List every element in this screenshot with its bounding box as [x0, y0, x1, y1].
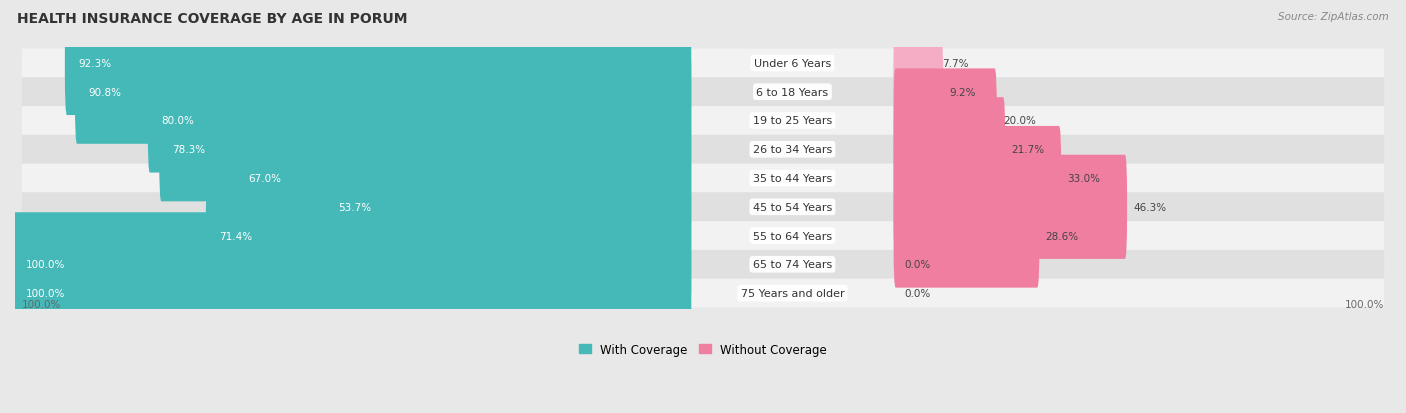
Text: 26 to 34 Years: 26 to 34 Years [752, 145, 832, 155]
FancyBboxPatch shape [13, 213, 692, 317]
Text: 100.0%: 100.0% [25, 288, 66, 298]
FancyBboxPatch shape [235, 127, 692, 230]
Text: 35 to 44 Years: 35 to 44 Years [752, 173, 832, 184]
FancyBboxPatch shape [205, 184, 692, 288]
FancyBboxPatch shape [22, 78, 1384, 107]
FancyBboxPatch shape [894, 127, 1062, 230]
FancyBboxPatch shape [22, 164, 1384, 193]
Text: 0.0%: 0.0% [904, 288, 931, 298]
Text: 19 to 25 Years: 19 to 25 Years [752, 116, 832, 126]
Text: 67.0%: 67.0% [249, 173, 281, 184]
FancyBboxPatch shape [325, 155, 692, 259]
FancyBboxPatch shape [22, 222, 1384, 250]
Text: HEALTH INSURANCE COVERAGE BY AGE IN PORUM: HEALTH INSURANCE COVERAGE BY AGE IN PORU… [17, 12, 408, 26]
Text: 71.4%: 71.4% [219, 231, 252, 241]
Text: 78.3%: 78.3% [173, 145, 205, 155]
FancyBboxPatch shape [65, 12, 692, 116]
Text: 53.7%: 53.7% [339, 202, 371, 212]
Text: Under 6 Years: Under 6 Years [754, 59, 831, 69]
Text: 33.0%: 33.0% [1067, 173, 1101, 184]
Text: 46.3%: 46.3% [1133, 202, 1167, 212]
FancyBboxPatch shape [22, 279, 1384, 308]
FancyBboxPatch shape [22, 193, 1384, 222]
Text: 45 to 54 Years: 45 to 54 Years [752, 202, 832, 212]
FancyBboxPatch shape [22, 135, 1384, 164]
Text: Source: ZipAtlas.com: Source: ZipAtlas.com [1278, 12, 1389, 22]
Text: 100.0%: 100.0% [1344, 299, 1384, 309]
Text: 65 to 74 Years: 65 to 74 Years [752, 260, 832, 270]
FancyBboxPatch shape [22, 107, 1384, 135]
FancyBboxPatch shape [894, 98, 1005, 202]
Text: 100.0%: 100.0% [25, 260, 66, 270]
FancyBboxPatch shape [894, 40, 943, 145]
FancyBboxPatch shape [22, 250, 1384, 279]
Text: 20.0%: 20.0% [1002, 116, 1036, 126]
FancyBboxPatch shape [22, 50, 1384, 78]
Text: 92.3%: 92.3% [77, 59, 111, 69]
Text: 28.6%: 28.6% [1046, 231, 1078, 241]
FancyBboxPatch shape [894, 184, 1039, 288]
Text: 90.8%: 90.8% [89, 88, 121, 97]
Text: 0.0%: 0.0% [904, 260, 931, 270]
Text: 80.0%: 80.0% [160, 116, 194, 126]
Legend: With Coverage, Without Coverage: With Coverage, Without Coverage [574, 338, 832, 361]
FancyBboxPatch shape [75, 40, 692, 145]
Text: 55 to 64 Years: 55 to 64 Years [752, 231, 832, 241]
Text: 6 to 18 Years: 6 to 18 Years [756, 88, 828, 97]
Text: 100.0%: 100.0% [22, 299, 62, 309]
FancyBboxPatch shape [148, 69, 692, 173]
FancyBboxPatch shape [159, 98, 692, 202]
Text: 21.7%: 21.7% [1011, 145, 1045, 155]
Text: 75 Years and older: 75 Years and older [741, 288, 844, 298]
FancyBboxPatch shape [13, 242, 692, 345]
Text: 7.7%: 7.7% [942, 59, 969, 69]
FancyBboxPatch shape [894, 155, 1128, 259]
FancyBboxPatch shape [894, 12, 936, 116]
Text: 9.2%: 9.2% [949, 88, 976, 97]
FancyBboxPatch shape [894, 69, 997, 173]
